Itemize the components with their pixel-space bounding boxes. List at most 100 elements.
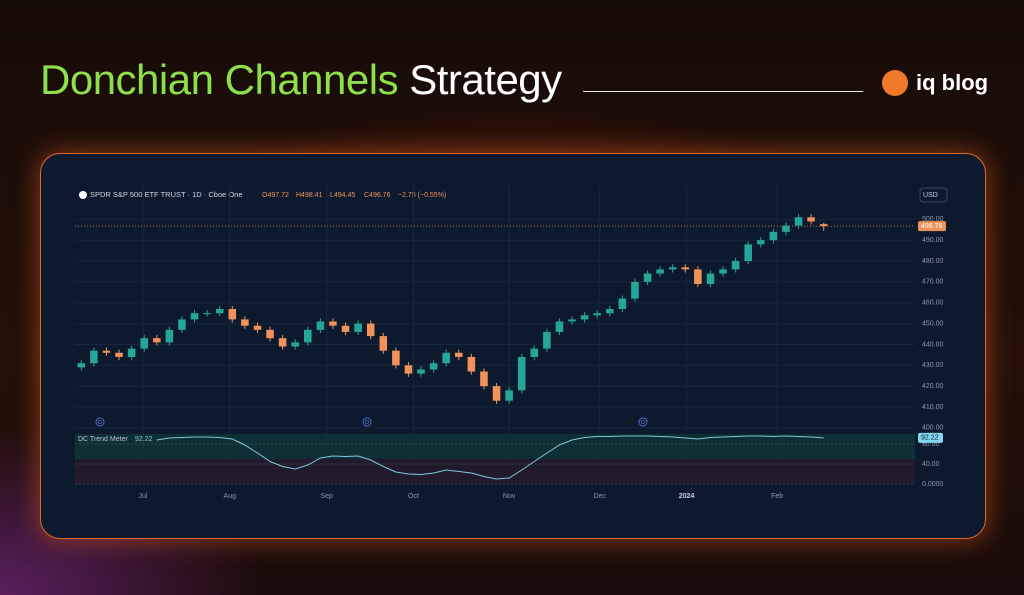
candle — [782, 222, 790, 235]
indicator-current-box — [918, 432, 943, 443]
y-tick-label: 460.00 — [922, 300, 944, 307]
candle — [203, 310, 211, 317]
candle — [115, 349, 123, 361]
y-tick-label: 400.00 — [922, 425, 944, 432]
indicator-line — [156, 435, 824, 480]
candle — [215, 305, 224, 317]
candle-body — [455, 352, 463, 357]
candle-body — [241, 319, 249, 326]
candle — [757, 237, 765, 248]
indicator-band — [75, 434, 915, 459]
candle-body — [543, 331, 551, 349]
candle-body — [392, 350, 400, 366]
candle — [329, 318, 337, 329]
y-tick-label: 440.00 — [922, 341, 944, 348]
candle-body — [731, 261, 740, 270]
candle-body — [505, 390, 513, 401]
candle-body — [492, 386, 501, 401]
candle-body — [215, 309, 224, 314]
dividend-marker: D — [98, 420, 102, 426]
candle-body — [228, 309, 237, 320]
candle — [190, 310, 199, 323]
candle-body — [656, 269, 664, 274]
candle-body — [580, 315, 589, 320]
last-price-box — [918, 221, 946, 232]
candle-body — [102, 350, 111, 353]
candle-body — [127, 348, 136, 357]
candle — [568, 316, 576, 325]
legend-header: SPDR S&P 500 ETF TRUST · 1D · Cboe One O4… — [79, 190, 446, 199]
candle — [694, 266, 702, 288]
indicator-name: DC Trend Meter — [78, 436, 128, 443]
candle-body — [631, 281, 639, 299]
x-tick-label: 2024 — [679, 493, 695, 500]
candle-body — [694, 269, 702, 284]
candle — [706, 270, 715, 288]
candle — [530, 345, 539, 361]
indicator-band-low — [75, 459, 915, 484]
candle-body — [90, 350, 98, 364]
candle-body — [517, 356, 526, 391]
candle-body — [178, 319, 186, 330]
currency-box — [919, 187, 948, 203]
candle — [304, 326, 312, 346]
symbol-icon — [79, 191, 87, 199]
candle-body — [417, 369, 425, 374]
candle — [719, 266, 727, 277]
y-tick-label: 480.00 — [922, 258, 944, 265]
logo[interactable]: iq blog — [882, 70, 988, 96]
candle-body — [115, 352, 123, 357]
candle — [291, 339, 299, 350]
change: −2.75 (−0.55%) — [398, 192, 446, 199]
candle-body — [153, 338, 161, 343]
brand: iq blog — [916, 70, 989, 95]
candle — [178, 316, 186, 333]
candle-body — [404, 365, 413, 374]
candle — [278, 335, 287, 350]
candle-body — [329, 321, 337, 326]
x-tick-label: Dec — [593, 493, 606, 500]
candle — [480, 368, 488, 390]
candle — [77, 360, 86, 371]
candle — [228, 305, 237, 323]
x-tick-label: Jul — [138, 493, 147, 500]
candle-body — [618, 298, 627, 309]
indicator-tick-label: 0.0000 — [922, 481, 944, 488]
candle — [643, 270, 652, 286]
title: Donchian Channels Strategy — [40, 56, 562, 104]
currency: USD — [923, 192, 938, 199]
candle — [593, 310, 601, 319]
y-tick-label: 500.00 — [922, 216, 944, 223]
candle — [455, 349, 463, 361]
candle-body — [316, 321, 325, 330]
x-tick-label: Oct — [408, 493, 419, 500]
candle — [341, 322, 350, 336]
candle-body — [643, 273, 652, 282]
candle — [555, 318, 564, 336]
candle — [618, 295, 627, 313]
dividend-marker: D — [641, 420, 645, 426]
candle — [102, 347, 111, 356]
candle-body — [681, 267, 690, 270]
candle-body — [769, 231, 778, 241]
candle-body — [291, 342, 299, 347]
candle — [140, 335, 148, 352]
title-rest: Strategy — [409, 56, 562, 103]
candle-body — [442, 352, 450, 364]
candle — [379, 332, 388, 354]
dividend-marker: D — [365, 420, 369, 426]
candle — [404, 362, 413, 377]
x-tick-label: Sep — [320, 493, 333, 500]
ohlc-value: H498.41 — [296, 192, 323, 199]
y-tick-label: 430.00 — [922, 362, 944, 369]
ohlc-value: O497.72 — [262, 192, 289, 199]
symbol: SPDR S&P 500 ETF TRUST · 1D · Cboe One — [90, 190, 243, 199]
candle — [241, 316, 249, 329]
candle-body — [668, 267, 677, 270]
y-tick-label: 490.00 — [922, 237, 944, 244]
candle — [517, 353, 526, 394]
indicator-tick-label: 40.00 — [922, 461, 940, 468]
dividend-icon — [95, 417, 105, 427]
candle-body — [606, 309, 614, 314]
